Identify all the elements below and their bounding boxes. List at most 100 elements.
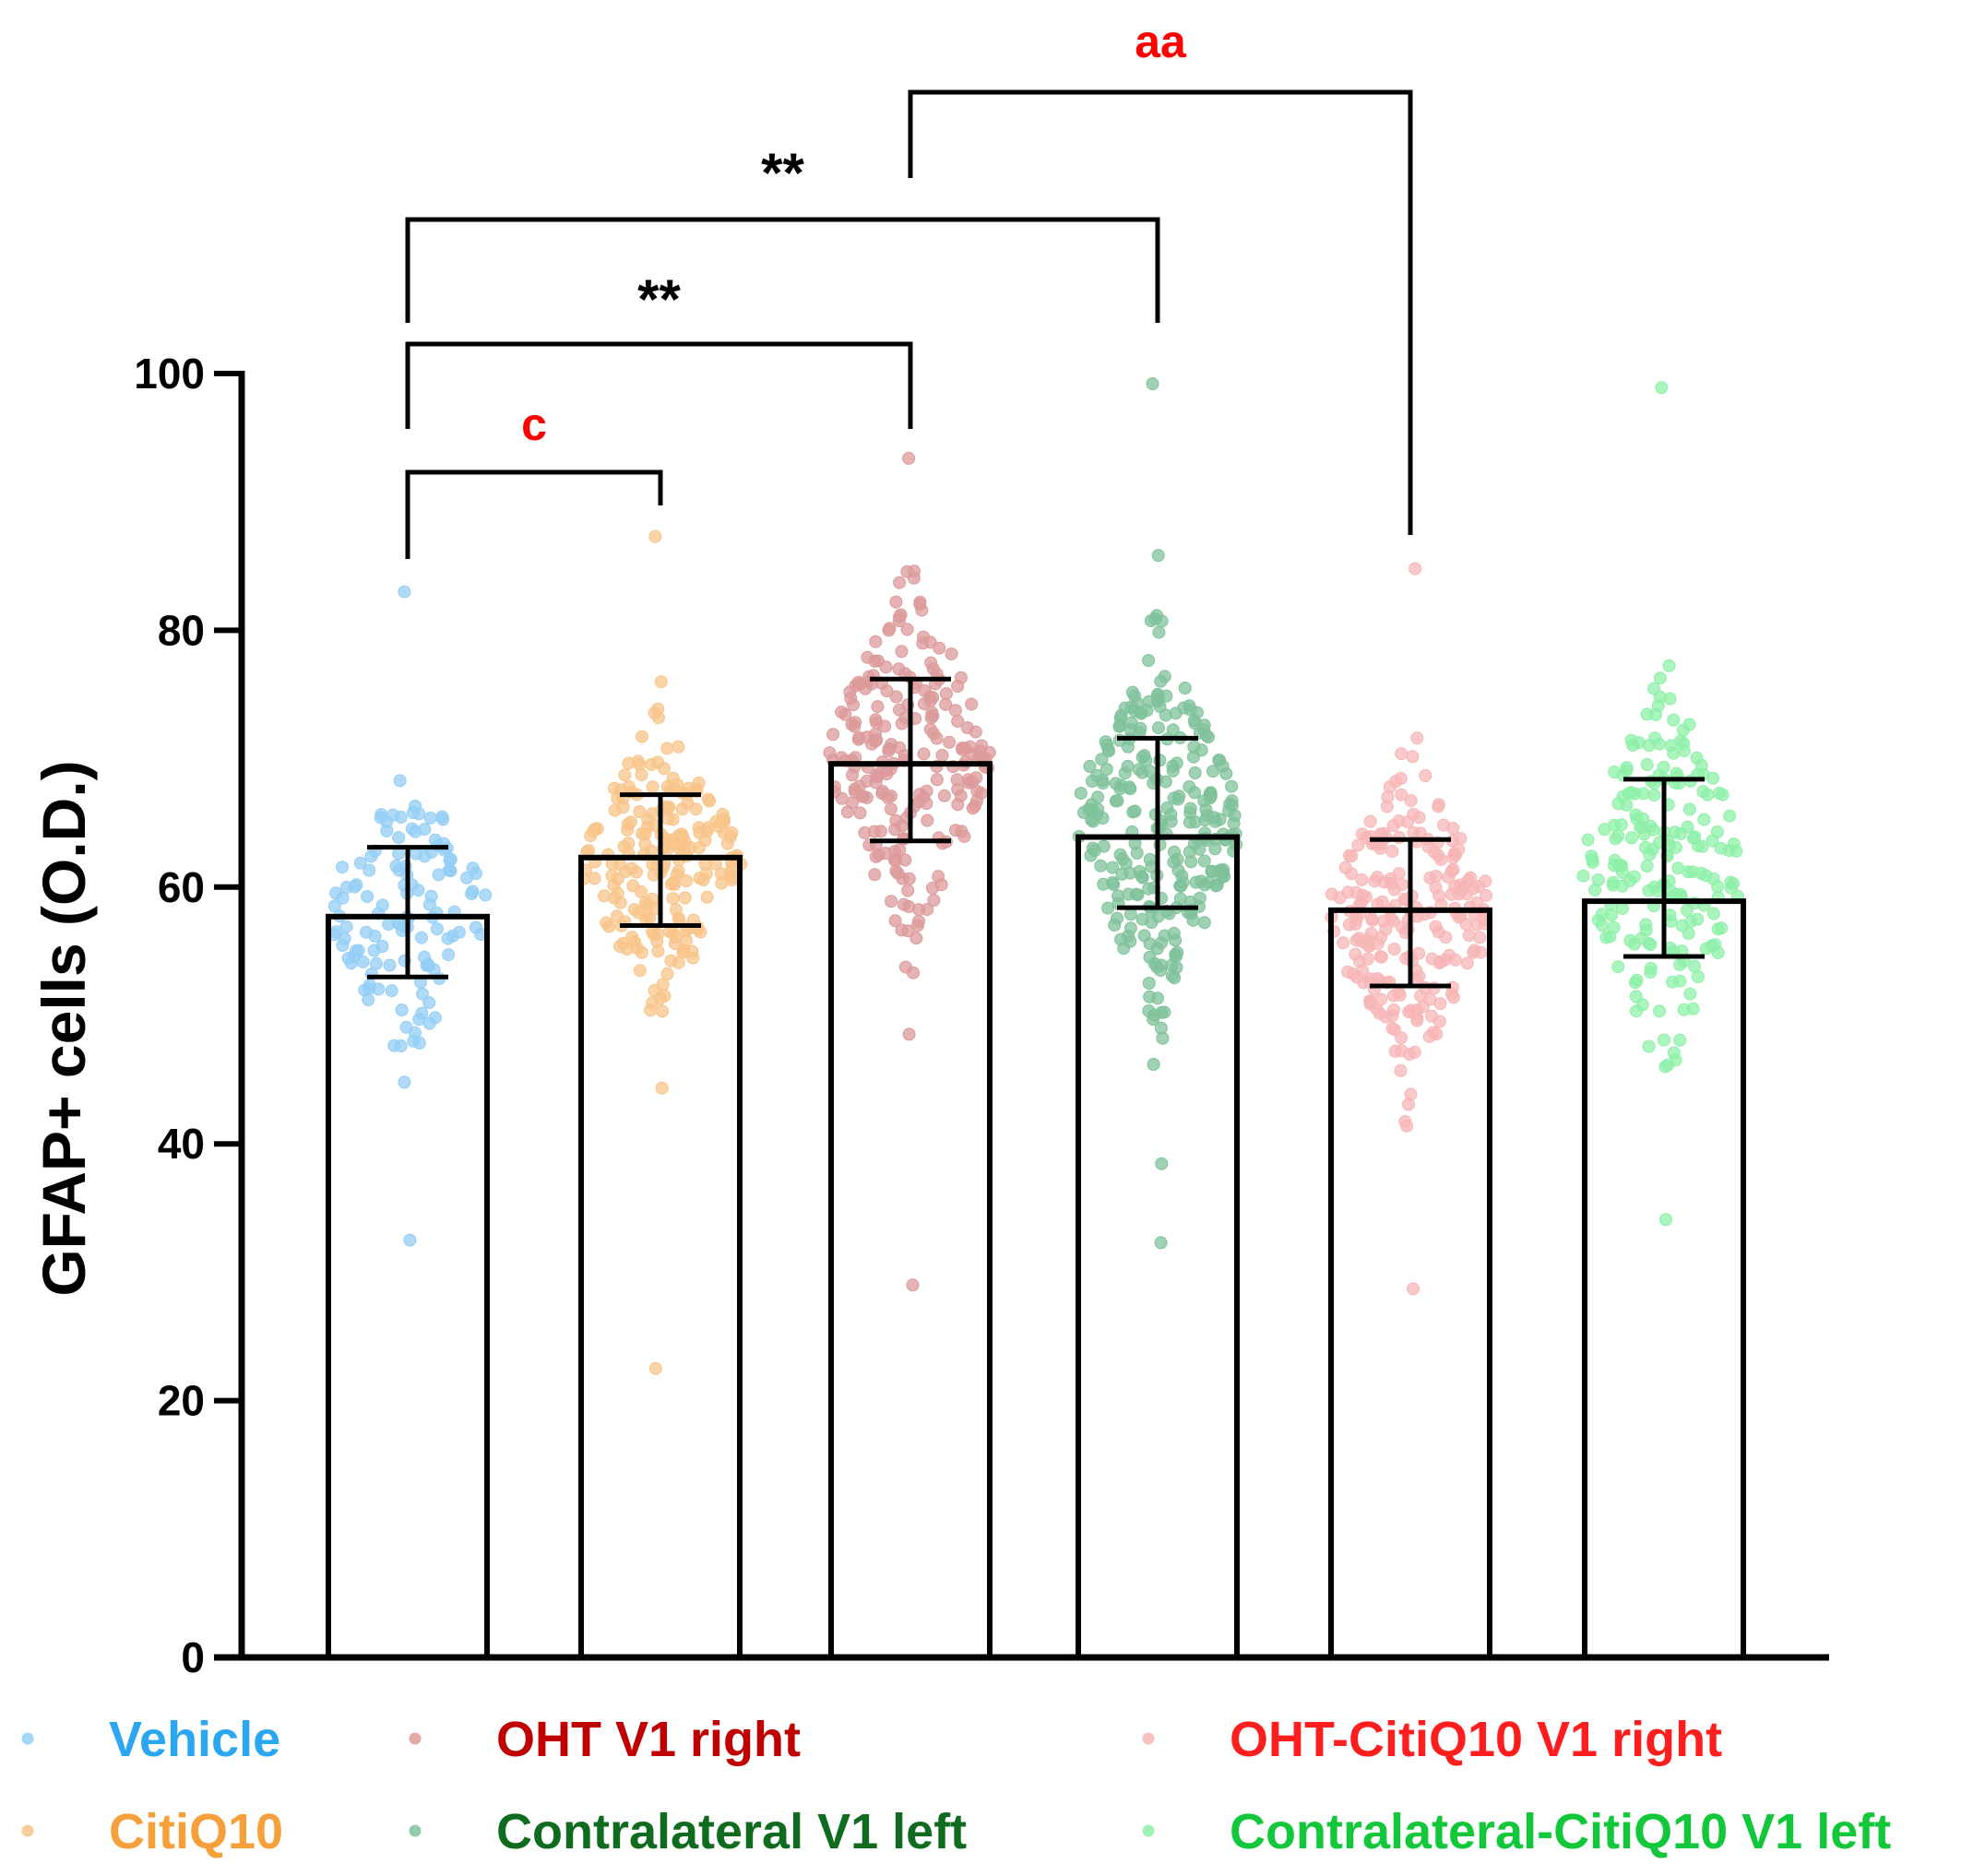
data-point xyxy=(1099,763,1113,776)
data-point xyxy=(341,952,355,965)
data-point xyxy=(1380,800,1394,813)
data-point xyxy=(432,868,446,882)
data-point xyxy=(1684,915,1698,929)
data-point xyxy=(900,623,914,636)
data-point xyxy=(889,595,903,609)
data-point xyxy=(1385,1009,1399,1023)
data-point xyxy=(1143,950,1157,964)
significance-brackets: c ** ** aa xyxy=(405,16,1413,559)
data-point xyxy=(838,707,852,721)
significance-bracket-3: ** xyxy=(405,142,1160,323)
data-point xyxy=(700,890,714,904)
legend-label: Contralateral-CitiQ10 V1 left xyxy=(1230,1804,1891,1859)
data-point xyxy=(921,813,934,827)
data-point xyxy=(398,1075,411,1089)
series-points-6 xyxy=(1576,381,1744,1227)
data-point xyxy=(1086,841,1099,855)
data-point xyxy=(954,789,968,802)
data-point xyxy=(1374,931,1387,944)
data-point xyxy=(1615,879,1629,893)
data-point xyxy=(1425,1009,1438,1023)
data-point xyxy=(446,929,459,943)
data-point xyxy=(1386,819,1400,833)
data-point xyxy=(362,982,375,995)
data-point xyxy=(1152,625,1166,639)
data-point xyxy=(466,885,480,898)
data-point xyxy=(640,908,654,922)
data-point xyxy=(1140,704,1154,718)
data-point xyxy=(1447,847,1461,861)
data-point xyxy=(930,773,944,787)
data-point xyxy=(633,805,647,818)
data-point xyxy=(1132,763,1146,777)
data-point xyxy=(588,872,601,885)
data-point xyxy=(1454,832,1468,846)
data-point xyxy=(1337,936,1350,950)
data-point xyxy=(1706,872,1720,885)
data-point xyxy=(896,819,909,833)
data-point xyxy=(1085,813,1099,826)
data-point xyxy=(1125,685,1139,699)
data-point xyxy=(909,932,923,945)
data-point xyxy=(1642,884,1656,897)
data-point xyxy=(1402,1098,1415,1111)
data-point xyxy=(1124,716,1138,730)
data-point xyxy=(430,922,444,936)
data-point xyxy=(654,675,668,689)
data-point xyxy=(1373,1006,1386,1020)
data-point xyxy=(1175,869,1189,883)
data-point xyxy=(1406,750,1420,764)
data-point xyxy=(1144,614,1158,627)
data-point xyxy=(1123,782,1137,796)
data-point xyxy=(393,774,407,788)
data-point xyxy=(1711,946,1725,959)
data-point xyxy=(648,983,661,997)
data-point xyxy=(1400,1119,1414,1133)
data-point xyxy=(1123,908,1137,921)
data-point xyxy=(1472,880,1486,893)
data-point xyxy=(412,1036,426,1050)
data-point xyxy=(395,1003,409,1016)
data-point xyxy=(1151,693,1165,706)
data-point xyxy=(945,647,958,660)
data-point xyxy=(1387,943,1401,956)
data-point xyxy=(701,792,715,806)
data-point xyxy=(869,849,883,863)
data-point xyxy=(725,826,739,839)
data-point xyxy=(868,654,882,668)
data-point xyxy=(1135,870,1148,884)
y-axis-title: GFAP+ cells (O.D.) xyxy=(30,760,98,1296)
data-point xyxy=(1620,798,1634,812)
data-point xyxy=(1126,805,1140,819)
data-point xyxy=(622,756,636,770)
significance-label: ** xyxy=(761,142,804,204)
data-point xyxy=(616,801,630,814)
data-point xyxy=(1119,857,1133,870)
data-point xyxy=(1385,845,1399,858)
data-point xyxy=(1715,921,1729,935)
series-points-5 xyxy=(1325,562,1493,1296)
data-point xyxy=(1439,931,1453,944)
data-point xyxy=(1187,740,1201,754)
data-point xyxy=(336,891,350,905)
bar-2 xyxy=(578,854,743,1660)
data-point xyxy=(1101,901,1115,915)
data-point xyxy=(1365,913,1379,927)
data-point xyxy=(1142,977,1156,990)
data-point xyxy=(1350,970,1364,984)
data-point xyxy=(424,889,438,903)
data-point xyxy=(1629,990,1643,1003)
data-point xyxy=(849,679,862,693)
data-point xyxy=(1219,766,1233,780)
data-point xyxy=(1480,888,1493,902)
data-point xyxy=(848,782,862,796)
y-tick-label: 20 xyxy=(158,1377,205,1425)
data-point xyxy=(1595,908,1609,921)
data-point xyxy=(1444,864,1458,878)
data-point xyxy=(1345,849,1359,863)
data-point xyxy=(1155,614,1169,628)
data-point xyxy=(943,735,957,749)
y-tick-label: 100 xyxy=(134,350,205,398)
legend-marker xyxy=(1142,1732,1155,1745)
